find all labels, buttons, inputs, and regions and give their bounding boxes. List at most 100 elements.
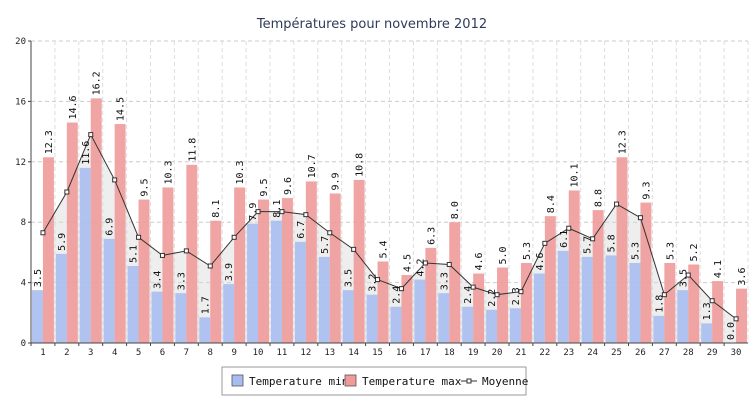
bar-max <box>138 199 150 343</box>
bar-max <box>449 222 461 343</box>
bar-max <box>425 247 437 343</box>
data-label-min: 1.7 <box>200 296 211 314</box>
bar-max <box>66 122 78 343</box>
data-label-min: 4.2 <box>415 259 426 277</box>
legend-marker <box>466 378 472 384</box>
bar-min <box>32 290 43 343</box>
average-point <box>159 252 165 258</box>
x-tick-label: 19 <box>468 348 479 358</box>
average-line <box>40 132 739 322</box>
average-point <box>733 316 739 322</box>
legend-swatch <box>344 374 357 387</box>
average-point <box>398 286 404 292</box>
data-label-max: 4.1 <box>713 260 724 278</box>
bar-max <box>568 190 580 343</box>
x-tick-label: 2 <box>64 348 69 358</box>
bar-min <box>151 291 163 343</box>
data-label-max: 9.5 <box>259 179 270 197</box>
data-label-max: 12.3 <box>44 130 55 154</box>
chart-title: Températures pour novembre 2012 <box>256 17 487 32</box>
data-label-min: 3.4 <box>153 271 164 289</box>
bar-min <box>605 255 617 343</box>
bar-min <box>342 290 354 343</box>
bar-min <box>103 238 115 343</box>
average-point <box>112 177 118 183</box>
bar-min <box>653 315 665 343</box>
legend-label: Moyenne <box>482 375 528 388</box>
bar-min <box>271 220 282 343</box>
bar-min <box>629 262 641 343</box>
y-tick-label: 8 <box>21 218 26 228</box>
bar-min <box>581 256 593 343</box>
bar-min <box>175 293 187 343</box>
x-tick-label: 26 <box>635 348 646 358</box>
bar-max <box>377 261 389 343</box>
bar-max <box>353 179 365 343</box>
data-label-min: 1.8 <box>654 295 665 313</box>
x-tick-label: 6 <box>160 348 165 358</box>
bar-max <box>329 193 341 343</box>
bar-max <box>210 220 222 343</box>
average-point <box>375 277 381 283</box>
bar-max <box>473 273 485 343</box>
x-tick-label: 10 <box>253 348 264 358</box>
data-label-max: 4.6 <box>474 252 485 270</box>
average-point <box>40 230 46 236</box>
x-tick-label: 14 <box>348 348 359 358</box>
data-label-max: 10.8 <box>355 153 366 177</box>
bar-min <box>462 306 474 343</box>
data-label-max: 9.5 <box>140 179 151 197</box>
x-tick-label: 24 <box>587 348 598 358</box>
average-point <box>470 284 476 290</box>
data-label-min: 11.6 <box>81 141 92 165</box>
average-point <box>542 240 548 246</box>
bar-min <box>55 253 67 343</box>
average-polyline <box>42 133 737 320</box>
data-label-max: 5.3 <box>522 242 533 260</box>
data-label-min: 5.9 <box>57 233 68 251</box>
average-point <box>231 234 237 240</box>
data-label-min: 2.4 <box>463 286 474 304</box>
bar-min <box>127 265 139 343</box>
data-label-max: 10.1 <box>570 163 581 187</box>
bar-min <box>223 284 235 343</box>
bar-max <box>712 281 724 343</box>
data-label-min: 3.3 <box>176 272 187 290</box>
legend-label: Temperature max <box>362 375 462 388</box>
data-label-max: 3.6 <box>737 268 748 286</box>
bar-min <box>533 273 545 343</box>
data-label-min: 0.0 <box>726 322 737 340</box>
legend: Temperature min Temperature max Moyenne <box>221 366 528 396</box>
x-tick-label: 4 <box>112 348 117 358</box>
bar-min <box>438 293 450 343</box>
y-tick-label: 16 <box>15 97 26 107</box>
bar-max <box>688 264 700 343</box>
data-label-max: 12.3 <box>618 130 629 154</box>
y-tick-label: 12 <box>15 158 26 168</box>
bar-min <box>510 308 521 343</box>
data-label-max: 9.9 <box>331 172 342 190</box>
bar-min <box>318 256 330 343</box>
data-label-max: 6.3 <box>426 227 437 245</box>
data-label-min: 2.3 <box>511 287 522 305</box>
bar-min <box>79 167 91 343</box>
data-label-max: 8.8 <box>594 189 605 207</box>
bar-max <box>401 275 413 343</box>
y-tick-label: 4 <box>21 279 26 289</box>
data-label-min: 7.9 <box>248 203 259 221</box>
average-point <box>207 263 213 269</box>
bar-max <box>114 124 126 343</box>
average-point <box>637 215 643 221</box>
data-label-min: 2.4 <box>392 286 403 304</box>
bar-min <box>294 241 306 343</box>
data-label-max: 8.0 <box>450 201 461 219</box>
bar-max <box>544 216 556 343</box>
data-label-max: 8.1 <box>211 200 222 218</box>
bar-min <box>677 290 689 343</box>
bars <box>32 98 747 343</box>
data-label-max: 5.4 <box>379 240 390 258</box>
data-label-min: 4.6 <box>535 252 546 270</box>
data-label-max: 4.5 <box>402 254 413 272</box>
